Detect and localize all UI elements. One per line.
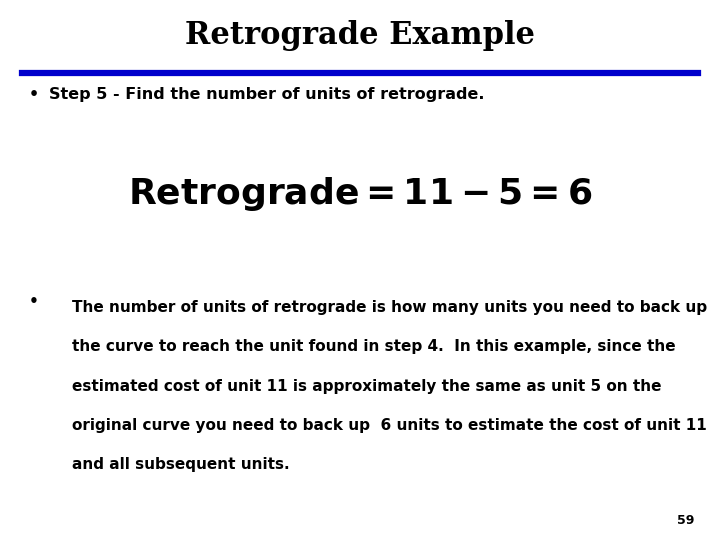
Text: $\mathbf{Retrograde = 11 - 5 = 6}$: $\mathbf{Retrograde = 11 - 5 = 6}$ bbox=[128, 176, 592, 213]
Text: •: • bbox=[29, 294, 39, 309]
Text: The number of units of retrograde is how many units you need to back up: The number of units of retrograde is how… bbox=[72, 300, 707, 315]
Text: estimated cost of unit 11 is approximately the same as unit 5 on the: estimated cost of unit 11 is approximate… bbox=[72, 379, 662, 394]
Text: Retrograde Example: Retrograde Example bbox=[185, 19, 535, 51]
Text: original curve you need to back up  6 units to estimate the cost of unit 11: original curve you need to back up 6 uni… bbox=[72, 418, 707, 433]
Text: and all subsequent units.: and all subsequent units. bbox=[72, 457, 289, 472]
Text: 59: 59 bbox=[678, 514, 695, 526]
Text: •: • bbox=[29, 87, 39, 102]
Text: the curve to reach the unit found in step 4.  In this example, since the: the curve to reach the unit found in ste… bbox=[72, 339, 675, 354]
Text: Step 5 - Find the number of units of retrograde.: Step 5 - Find the number of units of ret… bbox=[49, 87, 485, 102]
